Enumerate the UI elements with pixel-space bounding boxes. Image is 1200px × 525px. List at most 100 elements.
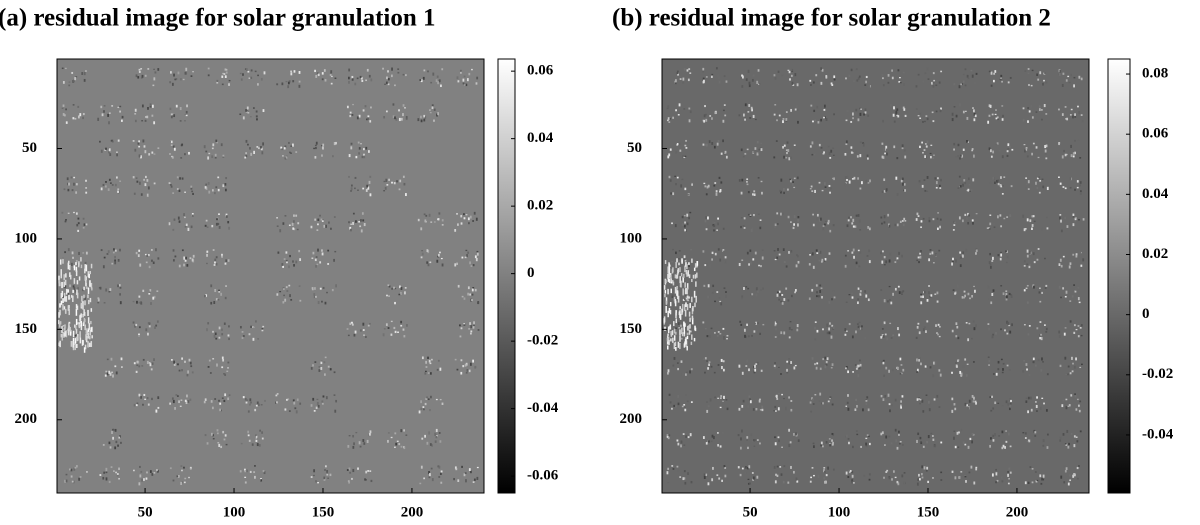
speckle [248, 77, 251, 79]
speckle [1058, 285, 1061, 289]
speckle [77, 229, 80, 232]
speckle [244, 470, 247, 473]
speckle [171, 82, 174, 86]
speckle [313, 293, 316, 296]
speckle [1067, 365, 1070, 368]
speckle [405, 117, 408, 121]
speckle [213, 300, 216, 304]
speckle [832, 468, 835, 471]
speckle [1039, 300, 1042, 303]
speckle [707, 405, 710, 408]
speckle [916, 371, 919, 373]
speckle [744, 118, 746, 121]
speckle [221, 75, 224, 78]
speckle [181, 357, 184, 360]
speckle [852, 482, 855, 484]
speckle [867, 298, 870, 302]
speckle [280, 146, 283, 149]
speckle [214, 157, 217, 159]
speckle [953, 403, 956, 406]
speckle [760, 148, 763, 152]
speckle [324, 356, 327, 359]
speckle [456, 262, 458, 265]
speckle [686, 69, 689, 72]
speckle [857, 77, 860, 80]
speckle [935, 253, 937, 257]
speckle [922, 445, 925, 448]
speckle [333, 258, 335, 262]
speckle [1035, 146, 1038, 149]
speckle [953, 430, 956, 433]
speckle [829, 187, 832, 190]
speckle [59, 282, 61, 287]
speckle [1001, 371, 1004, 374]
speckle [321, 220, 324, 222]
speckle [930, 432, 933, 435]
speckle [68, 323, 70, 330]
speckle [111, 141, 114, 143]
speckle [797, 218, 800, 222]
speckle [222, 358, 225, 362]
speckle [221, 366, 224, 369]
speckle [206, 253, 208, 257]
speckle [1067, 482, 1070, 486]
speckle [922, 410, 925, 413]
speckle [812, 213, 815, 216]
speckle [849, 470, 852, 472]
speckle [59, 303, 61, 308]
speckle [892, 113, 895, 117]
speckle [1032, 215, 1035, 218]
speckle [360, 143, 362, 145]
speckle [824, 186, 827, 188]
speckle [989, 265, 992, 269]
speckle [181, 369, 183, 372]
speckle [169, 153, 171, 155]
speckle [183, 213, 185, 217]
speckle [155, 248, 157, 252]
speckle [1001, 80, 1003, 83]
speckle [429, 112, 432, 114]
speckle [696, 261, 699, 266]
speckle [116, 473, 119, 475]
speckle [65, 296, 68, 302]
speckle [684, 265, 686, 273]
speckle [885, 396, 888, 399]
speckle [467, 292, 470, 296]
speckle [174, 78, 177, 81]
speckle [832, 147, 835, 149]
speckle [226, 370, 229, 372]
speckle [424, 402, 427, 406]
speckle [1007, 81, 1010, 84]
speckle [84, 297, 86, 300]
speckle [1041, 178, 1044, 180]
speckle [684, 155, 687, 157]
speckle [1002, 114, 1004, 118]
speckle [324, 469, 326, 471]
speckle [707, 184, 710, 188]
speckle [217, 299, 220, 301]
speckle [680, 337, 683, 340]
speckle [821, 445, 824, 448]
speckle [796, 328, 799, 332]
speckle [675, 318, 678, 324]
speckle [1067, 373, 1070, 376]
speckle [886, 152, 888, 156]
speckle [260, 403, 263, 406]
speckle [1081, 120, 1084, 123]
speckle [796, 83, 799, 87]
speckle [972, 221, 974, 225]
speckle [833, 113, 835, 116]
speckle [172, 249, 175, 252]
speckle [115, 371, 118, 375]
speckle [180, 465, 183, 467]
speckle [368, 74, 371, 78]
speckle [382, 67, 384, 70]
speckle [962, 80, 965, 83]
speckle [824, 116, 826, 119]
speckle [76, 289, 78, 296]
speckle [751, 108, 753, 112]
speckle [467, 251, 470, 254]
speckle [1073, 284, 1076, 286]
speckle [394, 84, 396, 87]
speckle [753, 190, 756, 193]
